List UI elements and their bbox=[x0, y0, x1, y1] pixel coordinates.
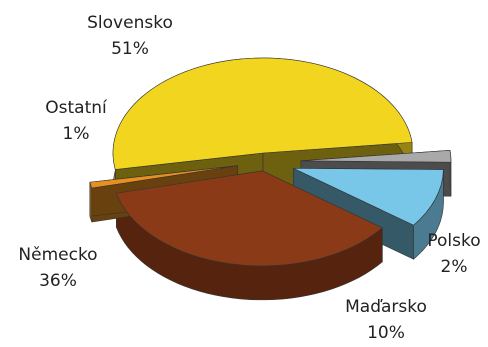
label-ostatni-value: 1% bbox=[63, 124, 90, 144]
label-madarsko-name: Maďarsko bbox=[345, 297, 427, 317]
slice-top-polsko bbox=[300, 149, 452, 163]
slice-top-madarsko bbox=[293, 167, 444, 226]
slice-side-ostatni bbox=[89, 182, 93, 223]
label-ostatni-name: Ostatní bbox=[45, 98, 108, 118]
label-madarsko-value: 10% bbox=[367, 323, 405, 343]
slice-top-slovensko bbox=[112, 57, 413, 170]
label-nemecko-name: Německo bbox=[18, 245, 97, 265]
label-polsko-value: 2% bbox=[441, 257, 468, 277]
slice-top-ostatni bbox=[89, 165, 238, 189]
label-slovensko-name: Slovensko bbox=[87, 13, 173, 33]
label-polsko-name: Polsko bbox=[427, 231, 480, 251]
pie-tops bbox=[89, 57, 452, 267]
pie-labels: Slovensko 51% Polsko 2% Maďarsko 10% Něm… bbox=[18, 13, 480, 343]
label-nemecko-value: 36% bbox=[39, 271, 77, 291]
slice-top-nemecko bbox=[115, 170, 383, 267]
label-slovensko-value: 51% bbox=[111, 39, 149, 59]
